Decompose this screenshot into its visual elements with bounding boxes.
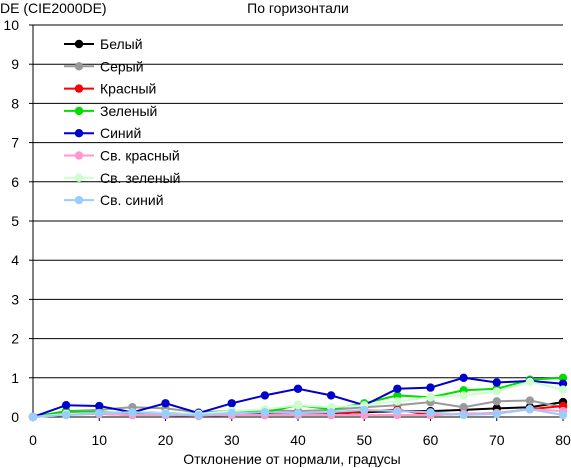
series-7-point-16 bbox=[558, 410, 568, 420]
x-tick-label-60: 60 bbox=[423, 432, 439, 448]
series-7-point-0 bbox=[28, 412, 38, 422]
legend-swatch-marker-4 bbox=[74, 129, 84, 138]
x-tick-label-20: 20 bbox=[158, 432, 174, 448]
series-7-point-8 bbox=[293, 408, 303, 418]
legend-label-4: Синий bbox=[100, 125, 141, 141]
series-3-point-16 bbox=[558, 373, 568, 382]
series-7-point-12 bbox=[426, 408, 435, 417]
series-7-point-11 bbox=[393, 406, 402, 416]
legend-label-1: Серый bbox=[100, 58, 144, 74]
series-4-point-7 bbox=[260, 391, 270, 400]
y-tick-label-2: 2 bbox=[11, 331, 19, 347]
legend-swatch-marker-1 bbox=[74, 62, 84, 71]
legend-item-3: Зеленый bbox=[64, 103, 157, 119]
y-axis-label: DE (CIE2000DE) bbox=[0, 0, 107, 16]
series-7-point-14 bbox=[492, 409, 501, 419]
series-4-point-13 bbox=[459, 373, 468, 382]
series-7-point-4 bbox=[161, 409, 170, 419]
series-1-point-15 bbox=[525, 396, 535, 405]
series-6-point-16 bbox=[558, 385, 568, 394]
series-7-point-13 bbox=[459, 410, 468, 420]
series-6-point-12 bbox=[426, 393, 435, 402]
y-tick-label-8: 8 bbox=[11, 95, 19, 111]
x-tick-label-40: 40 bbox=[290, 432, 306, 448]
chart-title: По горизонтали bbox=[247, 0, 349, 16]
legend-label-3: Зеленый bbox=[100, 103, 157, 119]
x-tick-label-30: 30 bbox=[224, 432, 240, 448]
series-4-point-4 bbox=[161, 399, 170, 408]
legend-label-2: Красный bbox=[100, 81, 156, 97]
series-1-point-14 bbox=[492, 397, 501, 406]
legend-swatch-marker-7 bbox=[74, 195, 84, 205]
series-4-point-14 bbox=[492, 378, 501, 387]
series-7 bbox=[28, 404, 568, 422]
series-6-point-15 bbox=[525, 377, 535, 386]
series-7-point-3 bbox=[128, 408, 137, 417]
y-tick-label-4: 4 bbox=[11, 252, 19, 268]
series-4-point-6 bbox=[227, 399, 236, 408]
x-tick-label-0: 0 bbox=[29, 432, 37, 448]
y-tick-label-5: 5 bbox=[11, 213, 19, 229]
series-7-point-1 bbox=[61, 410, 71, 420]
series-1-point-13 bbox=[459, 403, 468, 412]
y-tick-labels: 0 1 2 3 4 5 6 7 8 9 10 bbox=[3, 17, 19, 425]
y-tick-label-0: 0 bbox=[11, 409, 19, 425]
legend-swatch-marker-0 bbox=[74, 39, 84, 49]
gridlines bbox=[33, 24, 563, 379]
x-axis-label: Отклонение от нормали, градусы bbox=[183, 451, 400, 467]
legend-label-7: Св. синий bbox=[100, 192, 164, 208]
series-7-point-6 bbox=[227, 408, 236, 418]
series-6-point-13 bbox=[459, 391, 468, 400]
series-6-point-11 bbox=[393, 397, 402, 406]
series-4-point-2 bbox=[95, 401, 104, 411]
series-6-point-8 bbox=[293, 401, 303, 410]
series-7-point-10 bbox=[360, 405, 369, 415]
y-tick-label-9: 9 bbox=[11, 56, 19, 72]
series-4-point-12 bbox=[426, 383, 435, 392]
legend-label-6: Св. зеленый bbox=[100, 170, 180, 186]
series-7-point-2 bbox=[95, 408, 104, 418]
legend-label-0: Белый bbox=[100, 36, 143, 52]
y-tick-label-6: 6 bbox=[11, 174, 19, 190]
y-tick-label-1: 1 bbox=[11, 370, 19, 386]
x-tick-labels: 0 10 20 30 40 50 60 70 80 bbox=[29, 432, 571, 448]
legend-swatch-marker-2 bbox=[74, 84, 84, 93]
legend-swatch-marker-6 bbox=[74, 173, 84, 182]
legend-item-5: Св. красный bbox=[64, 148, 180, 164]
y-tick-label-3: 3 bbox=[11, 291, 19, 307]
legend-item-4: Синий bbox=[64, 125, 141, 141]
series-7-point-5 bbox=[194, 410, 203, 420]
x-tick-label-70: 70 bbox=[489, 432, 505, 448]
series-4-point-11 bbox=[393, 384, 402, 393]
series-6-point-14 bbox=[492, 387, 501, 396]
series-4-point-1 bbox=[61, 401, 71, 410]
y-tick-label-10: 10 bbox=[3, 17, 19, 33]
series-4-point-16 bbox=[558, 379, 568, 388]
legend-item-1: Серый bbox=[64, 58, 144, 74]
legend-label-5: Св. красный bbox=[100, 148, 180, 164]
series-7-point-15 bbox=[525, 404, 535, 414]
series-4-point-9 bbox=[326, 391, 336, 400]
x-tick-label-80: 80 bbox=[555, 432, 571, 448]
legend-swatch-marker-3 bbox=[74, 106, 84, 116]
legend-item-2: Красный bbox=[64, 81, 156, 97]
x-tick-label-10: 10 bbox=[91, 432, 107, 448]
series-7-point-7 bbox=[260, 408, 270, 417]
series-group bbox=[28, 373, 568, 422]
series-3-point-11 bbox=[393, 391, 402, 400]
series-7-point-9 bbox=[326, 408, 336, 417]
series-4-point-8 bbox=[293, 384, 303, 393]
legend-item-6: Св. зеленый bbox=[64, 170, 180, 186]
legend-item-7: Св. синий bbox=[64, 192, 164, 208]
series-4 bbox=[28, 373, 568, 422]
legend-swatch-marker-5 bbox=[74, 151, 84, 160]
x-tick-label-50: 50 bbox=[356, 432, 372, 448]
legend-item-0: Белый bbox=[64, 36, 143, 52]
legend: Белый Серый Красный Зеленый Синий Св. красный… bbox=[64, 36, 180, 208]
y-tick-label-7: 7 bbox=[11, 135, 19, 151]
